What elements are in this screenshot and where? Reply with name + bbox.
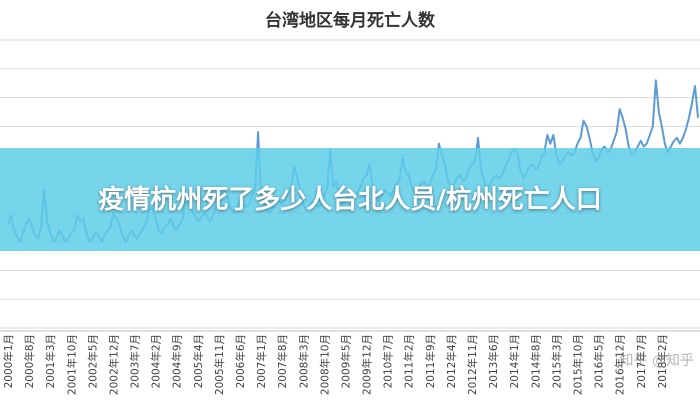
x-tick-label: 2000年8月 xyxy=(23,334,36,388)
title-banner: 疫情杭州死了多少人台北人员/杭州死亡人口 xyxy=(0,148,700,251)
x-tick-label: 2012年4月 xyxy=(445,334,458,388)
x-tick-label: 2001年10月 xyxy=(65,334,78,395)
x-tick-label: 2007年1月 xyxy=(255,334,268,388)
banner-text: 疫情杭州死了多少人台北人员/杭州死亡人口 xyxy=(98,184,602,215)
x-tick-label: 2011年9月 xyxy=(424,334,437,388)
x-tick-label: 2010年7月 xyxy=(382,334,395,388)
x-tick-label: 2012年11月 xyxy=(466,334,479,395)
x-tick-label: 2013年6月 xyxy=(487,334,500,388)
x-tick-label: 2014年1月 xyxy=(508,334,521,388)
x-tick-label: 2017年7月 xyxy=(635,334,648,388)
x-tick-label: 2016年12月 xyxy=(614,334,627,395)
x-tick-label: 2011年2月 xyxy=(403,334,416,388)
x-tick-label: 2018年2月 xyxy=(656,334,669,388)
x-tick-label: 2002年5月 xyxy=(86,334,99,388)
x-tick-label: 2001年3月 xyxy=(44,334,57,388)
x-tick-label: 2008年10月 xyxy=(318,334,331,395)
watermark: 知乎 @知乎 xyxy=(619,353,694,369)
x-tick-label: 2008年3月 xyxy=(297,334,310,388)
x-tick-label: 2015年3月 xyxy=(550,334,563,388)
x-tick-label: 2009年12月 xyxy=(361,334,374,395)
x-tick-label: 2016年5月 xyxy=(593,334,606,388)
x-tick-label: 2006年6月 xyxy=(234,334,247,388)
x-tick-label: 2009年5月 xyxy=(339,334,352,388)
x-tick-label: 2007年8月 xyxy=(276,334,289,388)
chart-title: 台湾地区每月死亡人数 xyxy=(265,11,435,31)
x-tick-label: 2005年4月 xyxy=(192,334,205,388)
x-tick-label: 2000年1月 xyxy=(2,334,15,388)
x-tick-label: 2002年12月 xyxy=(107,334,120,395)
x-tick-label: 2004年9月 xyxy=(171,334,184,388)
x-tick-label: 2004年2月 xyxy=(150,334,163,388)
x-tick-label: 2005年11月 xyxy=(213,334,226,395)
x-tick-label: 2015年10月 xyxy=(571,334,584,395)
x-tick-label: 2003年7月 xyxy=(129,334,142,388)
x-tick-label: 2014年8月 xyxy=(529,334,542,388)
